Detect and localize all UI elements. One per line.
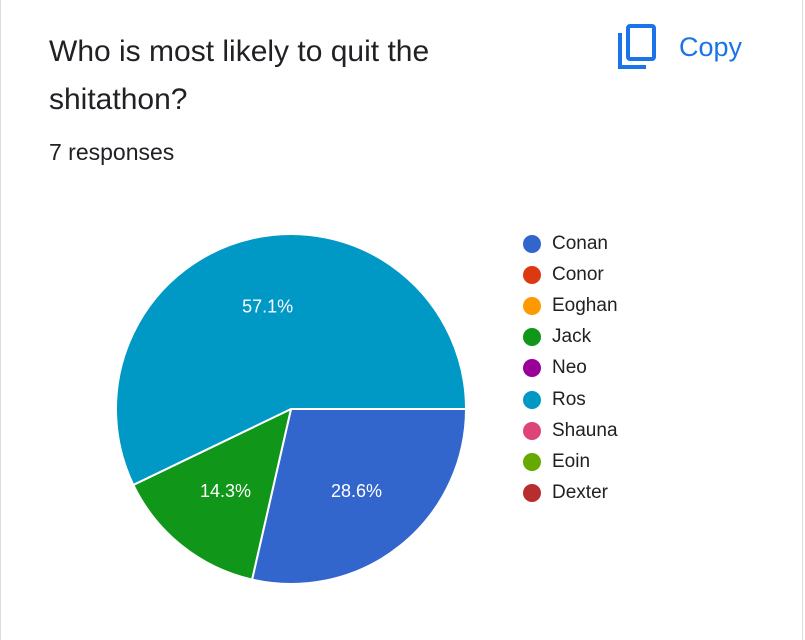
legend-swatch — [523, 296, 541, 315]
slice-label-jack: 14.3% — [200, 481, 251, 501]
copy-button-label: Copy — [679, 31, 743, 62]
legend-swatch — [523, 421, 541, 440]
legend-swatch — [523, 359, 541, 378]
slice-label-ros: 57.1% — [242, 297, 293, 317]
legend-label: Ros — [552, 388, 586, 410]
copy-button[interactable]: Copy — [617, 22, 767, 72]
legend-item-dexter[interactable]: Dexter — [523, 478, 618, 509]
legend-label: Conor — [552, 263, 604, 285]
legend-swatch — [523, 452, 541, 471]
legend-swatch — [523, 484, 541, 503]
legend-swatch — [523, 328, 541, 347]
pie-slice-jack[interactable] — [131, 407, 293, 581]
chart-legend: Conan Conor Eoghan Jack Neo Ros Shauna Eoin Dext… — [523, 228, 618, 509]
legend-swatch — [523, 390, 541, 409]
pie-slice-ros[interactable] — [115, 233, 468, 487]
copy-icon — [618, 24, 656, 69]
legend-item-neo[interactable]: Neo — [523, 353, 618, 384]
legend-item-ros[interactable]: Ros — [523, 384, 618, 415]
legend-item-shauna[interactable]: Shauna — [523, 415, 618, 446]
legend-item-conan[interactable]: Conan — [523, 228, 618, 259]
legend-label: Jack — [552, 326, 592, 348]
legend-swatch — [523, 234, 541, 253]
legend-item-eoin[interactable]: Eoin — [523, 446, 618, 477]
legend-item-conor[interactable]: Conor — [523, 259, 618, 290]
legend-item-eoghan[interactable]: Eoghan — [523, 290, 618, 321]
legend-label: Shauna — [552, 419, 618, 441]
pie-slice-conan[interactable] — [250, 408, 468, 585]
legend-label: Dexter — [552, 482, 608, 504]
legend-label: Conan — [552, 232, 608, 254]
question-title: Who is most likely to quit the shitathon… — [49, 35, 430, 116]
legend-label: Eoin — [552, 450, 591, 472]
legend-item-jack[interactable]: Jack — [523, 322, 618, 353]
pie-chart: 28.6% 14.3% 57.1% — [115, 233, 468, 585]
slice-label-conan: 28.6% — [331, 481, 382, 501]
legend-label: Eoghan — [552, 294, 618, 316]
legend-swatch — [523, 265, 541, 284]
legend-label: Neo — [552, 357, 587, 379]
response-count: 7 responses — [49, 139, 175, 165]
